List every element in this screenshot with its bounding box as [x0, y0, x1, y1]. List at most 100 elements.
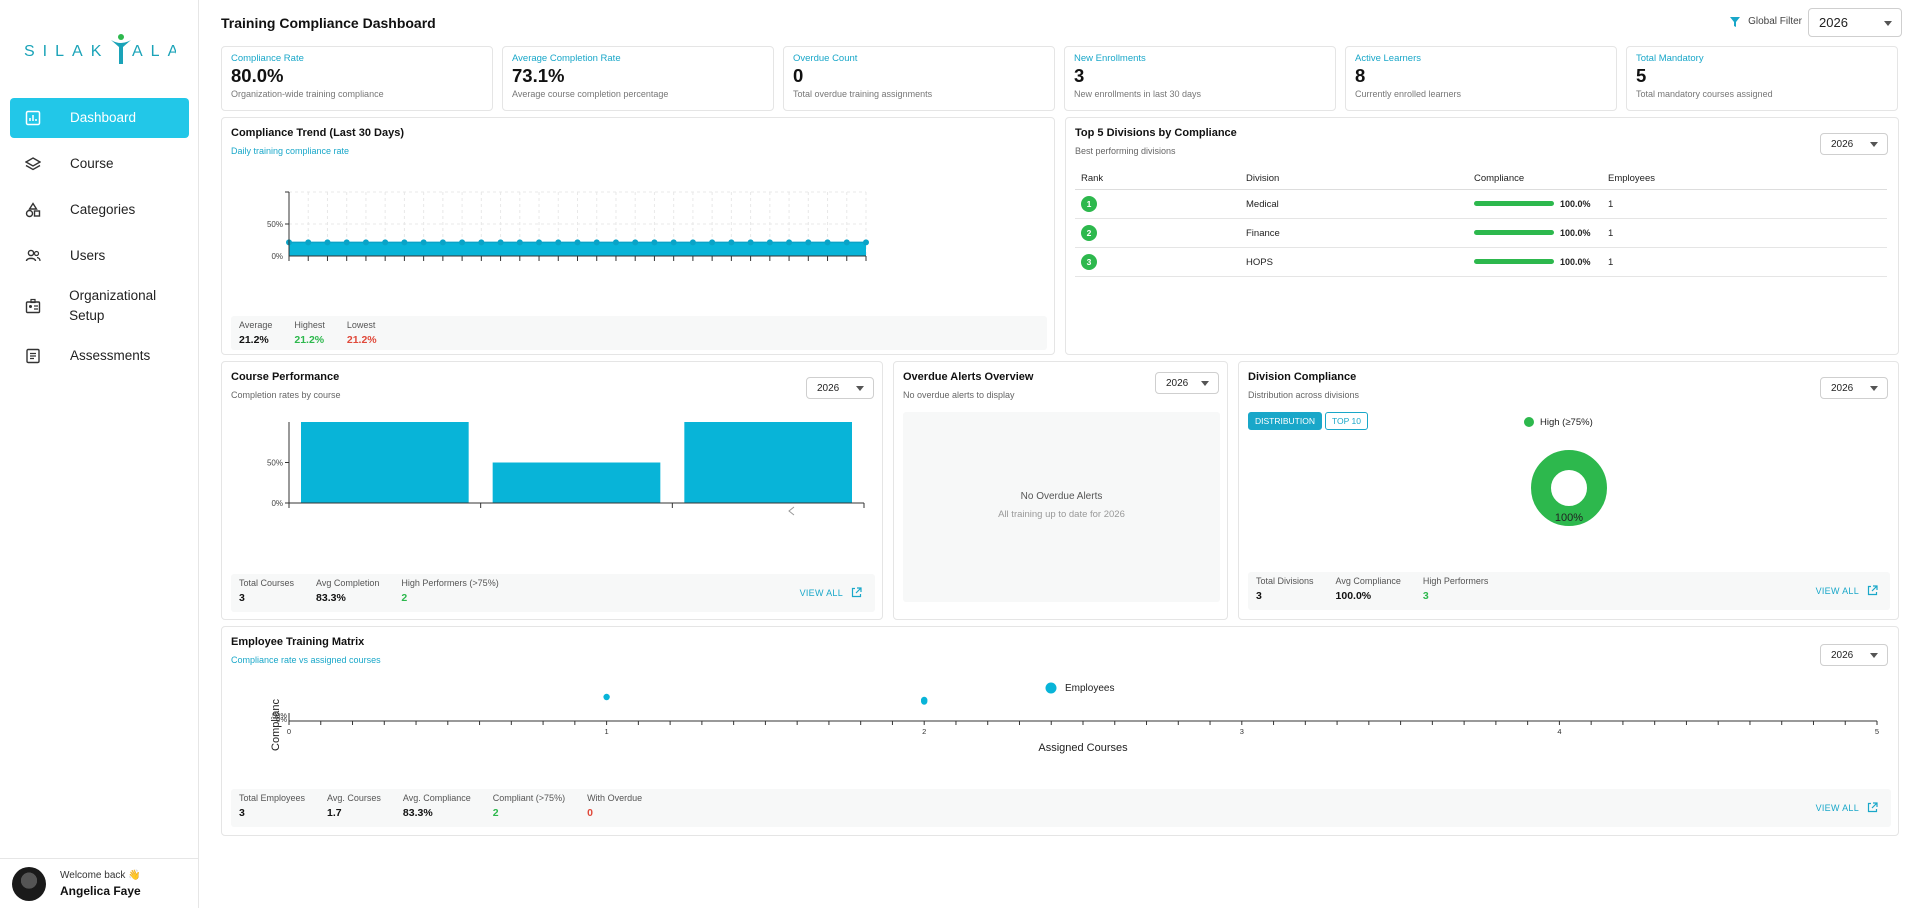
sidebar-item-organizational-setup[interactable]: Organizational Setup — [10, 282, 189, 330]
sidebar-item-users[interactable]: Users — [10, 236, 189, 276]
avatar[interactable] — [12, 866, 46, 901]
trend-point — [536, 239, 543, 246]
global-filter-label: Global Filter — [1748, 16, 1802, 27]
view-all-divisions-link[interactable]: VIEW ALL — [1816, 585, 1878, 596]
division-stats: Total Divisions 3 Avg Compliance 100.0% … — [1248, 572, 1890, 610]
sidebar-item-assessments[interactable]: Assessments — [10, 336, 189, 376]
kpi-card-total-mandatory: Total Mandatory 5 Total mandatory course… — [1626, 46, 1898, 111]
sidebar-item-course[interactable]: Course — [10, 144, 189, 184]
view-all-employees-link[interactable]: VIEW ALL — [1816, 802, 1878, 813]
employee-matrix-chart: Employees 0 1 2 3 4 5 50%0%Complianc Assigned Co… — [270, 682, 1879, 754]
rank-badge: 1 — [1081, 196, 1097, 212]
trend-point — [478, 239, 485, 246]
kpi-card-new-enrollments: New Enrollments 3 New enrollments in las… — [1064, 46, 1336, 111]
card-subtitle: Completion rates by course — [231, 390, 341, 400]
table-row[interactable]: 3 HOPS 100.0% 1 — [1075, 247, 1887, 277]
division-year-select[interactable]: 2026 — [1820, 377, 1888, 399]
kpi-label: Average Completion Rate — [512, 53, 621, 64]
division-name: HOPS — [1240, 247, 1468, 277]
external-link-icon — [851, 587, 862, 598]
kpi-label: New Enrollments — [1074, 53, 1146, 64]
user-profile[interactable]: Welcome back 👋 Angelica Faye — [0, 858, 199, 908]
stat-value: 3 — [239, 592, 245, 604]
kpi-label: Active Learners — [1355, 53, 1422, 64]
column-header-division: Division — [1240, 168, 1468, 190]
course-year-select[interactable]: 2026 — [806, 377, 874, 399]
stat-value: 21.2% — [239, 334, 269, 346]
trend-point — [439, 239, 446, 246]
x-tick-label: 1 — [605, 727, 609, 736]
card-title: Division Compliance — [1248, 371, 1357, 383]
stat-high-performers: High Performers 3 — [1423, 576, 1489, 606]
chevron-down-icon — [1870, 386, 1878, 391]
stat-highest: Highest 21.2% — [294, 320, 325, 346]
card-title: Course Performance — [231, 371, 340, 383]
legend-label: High (≥75%) — [1540, 417, 1593, 428]
sidebar-item-categories[interactable]: Categories — [10, 190, 189, 230]
chevron-down-icon — [1201, 381, 1209, 386]
stat-value: 2 — [401, 592, 408, 604]
table-row[interactable]: 2 Finance 100.0% 1 — [1075, 218, 1887, 248]
donut-slice — [1531, 450, 1607, 526]
kpi-label: Overdue Count — [793, 53, 858, 64]
stat-label: Total Courses — [239, 578, 295, 588]
brand-logo[interactable]: SILAK ALA — [24, 30, 178, 66]
stat-label: Avg Compliance — [1335, 576, 1401, 586]
global-filter: Global Filter — [1730, 16, 1802, 27]
svg-text:SILAK: SILAK — [24, 43, 109, 60]
sidebar-item-label: Organizational Setup — [69, 288, 157, 323]
stat-label: High Performers — [1422, 576, 1489, 586]
matrix-year-select[interactable]: 2026 — [1820, 644, 1888, 666]
kpi-description: Currently enrolled learners — [1355, 89, 1462, 99]
stat-label: Total Divisions — [1256, 576, 1314, 586]
chevron-down-icon — [1884, 20, 1892, 26]
division-compliance-donut: High (≥75%) 100% — [1524, 417, 1607, 526]
external-link-icon — [1867, 802, 1878, 813]
trend-point — [401, 239, 408, 246]
overdue-empty-state: No Overdue Alerts All training up to dat… — [903, 412, 1220, 602]
card-subtitle: No overdue alerts to display — [903, 390, 1015, 400]
trend-point — [516, 239, 523, 246]
kpi-card-active-learners: Active Learners 8 Currently enrolled lea… — [1345, 46, 1617, 111]
kpi-description: Total mandatory courses assigned — [1636, 89, 1773, 99]
trend-point — [305, 239, 312, 246]
compliance-trend-chart: 50% 0% — [267, 191, 869, 261]
stat-high-performers: High Performers (>75%) 2 — [401, 578, 498, 608]
global-year-select[interactable]: 2026 — [1808, 8, 1902, 37]
compliance-value: 100.0% — [1560, 227, 1591, 238]
main-content: Training Compliance Dashboard Global Fil… — [200, 0, 1917, 908]
kpi-card-compliance-rate: Compliance Rate 80.0% Organization-wide … — [221, 46, 493, 111]
x-axis-label: Assigned Courses — [1038, 742, 1128, 754]
sidebar-item-label: Dashboard — [70, 110, 137, 125]
sidebar-item-dashboard[interactable]: Dashboard — [10, 98, 189, 138]
sidebar-item-label: Assessments — [70, 348, 151, 363]
employee-count: 1 — [1602, 189, 1887, 219]
shapes-icon — [24, 201, 42, 219]
divisions-year-select[interactable]: 2026 — [1820, 133, 1888, 155]
card-subtitle: Best performing divisions — [1075, 146, 1176, 156]
chevron-down-icon — [1870, 142, 1878, 147]
kpi-description: New enrollments in last 30 days — [1074, 89, 1202, 99]
course-stats: Total Courses 3 Avg Completion 83.3% Hig… — [231, 574, 875, 612]
tab-distribution[interactable]: DISTRIBUTION — [1248, 412, 1322, 430]
stat-total-divisions: Total Divisions 3 — [1256, 576, 1314, 606]
column-header-compliance: Compliance — [1468, 168, 1602, 190]
stat-label: Avg Completion — [316, 578, 380, 588]
stat-value: 3 — [239, 807, 245, 819]
card-title: Top 5 Divisions by Compliance — [1075, 127, 1237, 139]
kpi-value: 73.1% — [512, 65, 565, 86]
stat-lowest: Lowest 21.2% — [347, 320, 377, 346]
tab-top-10[interactable]: TOP 10 — [1325, 412, 1368, 430]
matrix-stats: Total Employees 3 Avg. Courses 1.7 Avg. … — [231, 789, 1891, 827]
trend-point — [843, 239, 850, 246]
trend-point — [786, 239, 793, 246]
sidebar-item-label: Users — [70, 248, 106, 263]
overdue-year-select[interactable]: 2026 — [1155, 372, 1219, 394]
y-tick-label: 0% — [271, 499, 283, 508]
card-title: Compliance Trend (Last 30 Days) — [231, 127, 404, 139]
sidebar-nav: Dashboard Course Categories Users Organi… — [10, 98, 189, 382]
view-all-courses-link[interactable]: VIEW ALL — [800, 587, 862, 598]
trend-point — [497, 239, 504, 246]
table-row[interactable]: 1 Medical 100.0% 1 — [1075, 189, 1887, 219]
kpi-card-average-completion: Average Completion Rate 73.1% Average co… — [502, 46, 774, 111]
